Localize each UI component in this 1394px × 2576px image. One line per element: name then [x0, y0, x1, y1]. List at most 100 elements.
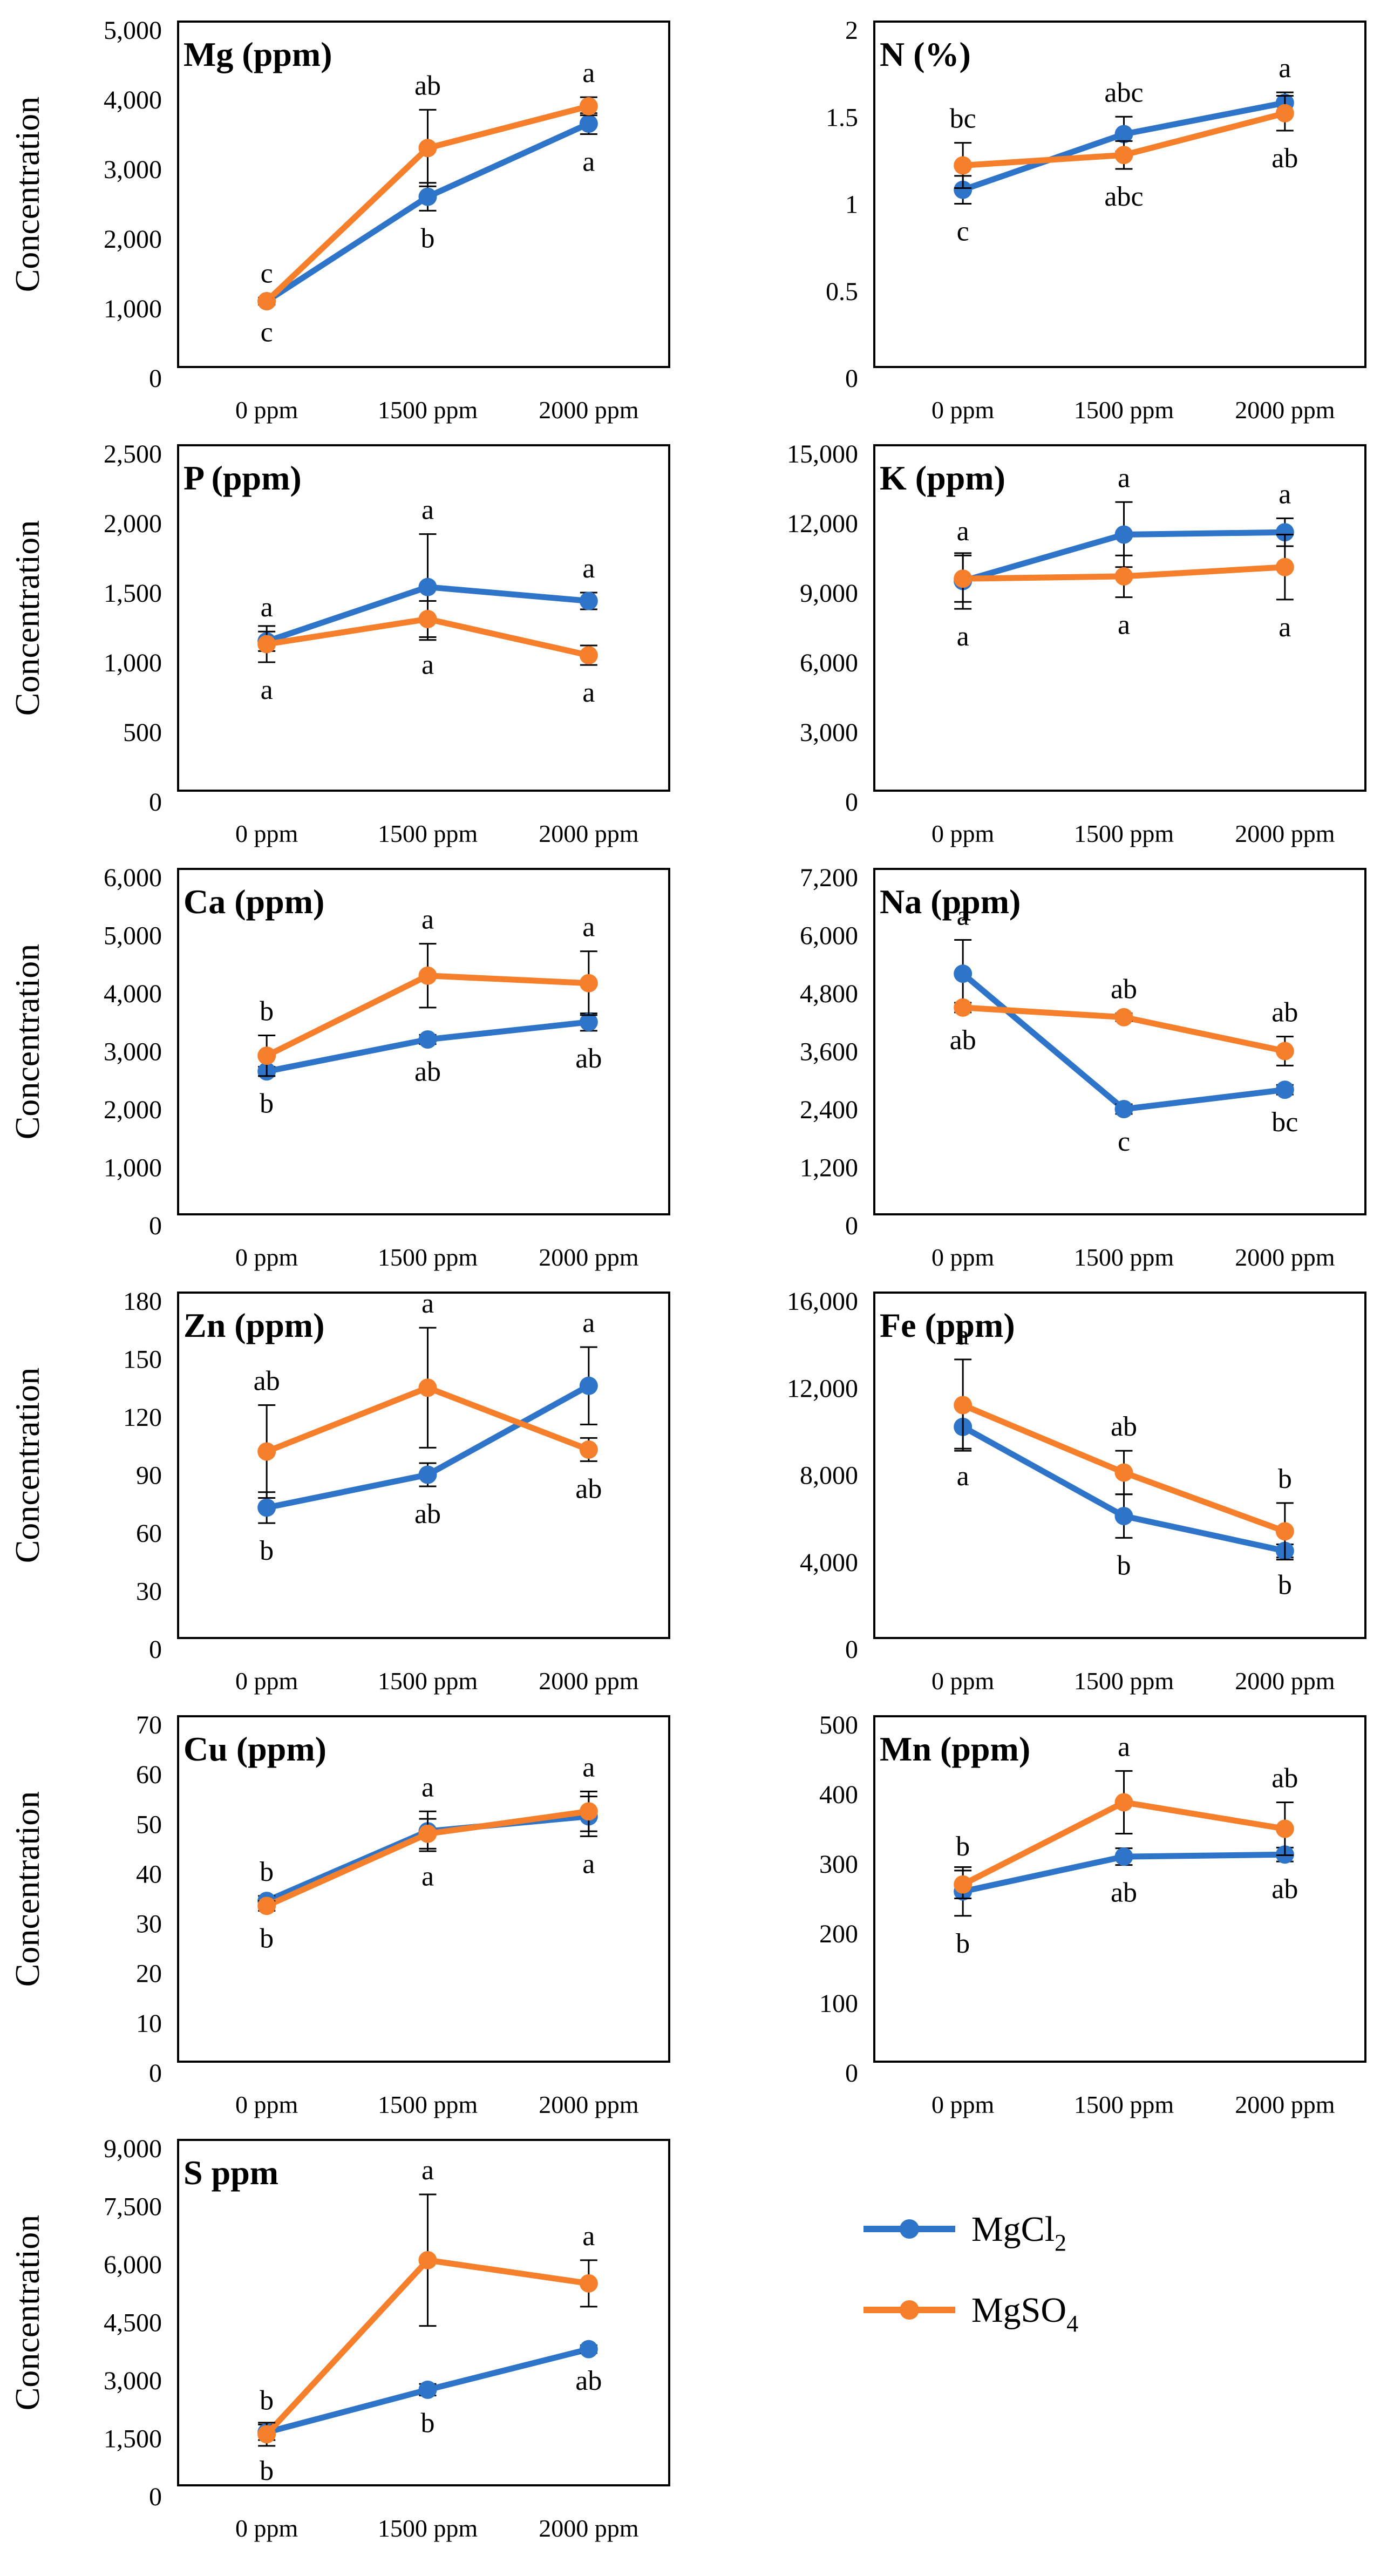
data-point	[579, 1376, 598, 1395]
x-tick-label: 1500 ppm	[1074, 1243, 1174, 1271]
x-tick-label: 0 ppm	[931, 1667, 995, 1695]
data-point	[418, 1378, 437, 1397]
significance-letter: c	[1118, 1126, 1130, 1157]
y-tick-label: 0	[845, 2059, 858, 2088]
significance-letter: a	[957, 1461, 969, 1492]
chart-frame	[177, 444, 670, 792]
significance-letter: a	[421, 1772, 434, 1803]
significance-letter: a	[1118, 1731, 1130, 1762]
y-tick-label: 0.5	[826, 277, 858, 306]
chart-frame	[177, 21, 670, 368]
x-tick-label: 1500 ppm	[1074, 1667, 1174, 1695]
data-point	[954, 1875, 973, 1894]
x-tick-label: 1500 ppm	[378, 820, 478, 847]
significance-letter: a	[957, 1320, 969, 1351]
y-tick-label: 0	[845, 1635, 858, 1664]
x-tick-label: 2000 ppm	[1235, 820, 1335, 847]
series-mgso4	[954, 534, 1294, 603]
significance-letter: b	[1278, 1570, 1292, 1601]
data-point	[1114, 1100, 1133, 1118]
series-mgcl2	[954, 939, 1294, 1118]
y-tick-label: 0	[149, 1635, 162, 1664]
x-tick-label: 1500 ppm	[378, 1667, 478, 1695]
x-tick-label: 2000 ppm	[1235, 2091, 1335, 2118]
x-tick-label: 0 ppm	[235, 2091, 298, 2118]
significance-letter: b	[260, 1923, 274, 1954]
series-mgso4	[954, 998, 1294, 1066]
chart-frame	[177, 2139, 670, 2486]
chart-frame	[873, 1715, 1366, 2063]
y-tick-label: 1,000	[104, 649, 162, 677]
chart-title: S ppm	[183, 2153, 278, 2192]
y-tick-label: 0	[149, 788, 162, 817]
significance-letter: ab	[1271, 997, 1298, 1028]
significance-letter: a	[582, 553, 595, 584]
significance-letter: a	[957, 900, 969, 931]
legend-item: MgCl2	[863, 2210, 1066, 2256]
x-tick-label: 1500 ppm	[378, 2514, 478, 2542]
significance-letter: ab	[1271, 1874, 1298, 1905]
data-point	[1275, 1080, 1294, 1099]
data-point	[579, 1012, 598, 1031]
x-tick-label: 0 ppm	[235, 2514, 298, 2542]
data-point	[418, 966, 437, 985]
y-tick-label: 120	[123, 1403, 162, 1432]
y-tick-label: 3,600	[800, 1038, 858, 1066]
x-tick-label: 1500 ppm	[1074, 396, 1174, 424]
y-tick-label: 500	[123, 718, 162, 747]
series-mgso4	[954, 95, 1294, 189]
y-tick-label: 1.5	[826, 103, 858, 132]
data-point	[1114, 525, 1133, 544]
chart-s-ppm: S ppm 0 1,500 3,000 4,500 6,000 7,500 9,000 0 pp…	[8, 2135, 670, 2542]
y-tick-label: 3,000	[800, 718, 858, 747]
x-tick-label: 0 ppm	[235, 1667, 298, 1695]
data-point	[257, 1046, 276, 1065]
significance-letter: ab	[575, 1473, 602, 1504]
x-tick-label: 0 ppm	[235, 1243, 298, 1271]
significance-letter: a	[421, 495, 434, 526]
chart-frame	[177, 1715, 670, 2063]
series-mgso4	[954, 1770, 1294, 1899]
significance-letter: ab	[414, 1499, 441, 1530]
y-tick-label: 2,000	[104, 225, 162, 254]
data-point	[1114, 146, 1133, 165]
y-tick-label: 7,500	[104, 2193, 162, 2221]
significance-letter: abc	[1104, 77, 1143, 108]
y-tick-label: 150	[123, 1345, 162, 1374]
data-point	[1114, 567, 1133, 586]
data-point	[579, 2274, 598, 2293]
y-tick-label: 6,000	[104, 2251, 162, 2279]
y-axis-label: Concentration	[8, 1368, 46, 1564]
x-tick-label: 1500 ppm	[378, 2091, 478, 2118]
data-point	[418, 139, 437, 158]
y-tick-label: 4,000	[800, 1548, 858, 1577]
data-point	[579, 2340, 598, 2358]
significance-letter: a	[1118, 610, 1130, 641]
y-axis-label: Concentration	[8, 2215, 46, 2411]
chart-zn-ppm: Zn (ppm) 0 30 60 90 120 150 180 0 ppm 1500 ppm 200…	[8, 1287, 670, 1695]
data-point	[579, 1440, 598, 1459]
data-point	[954, 180, 973, 199]
y-tick-label: 0	[149, 2483, 162, 2511]
y-tick-label: 2	[845, 16, 858, 45]
significance-letter: a	[582, 677, 595, 708]
x-tick-label: 2000 ppm	[1235, 1667, 1335, 1695]
x-tick-label: 1500 ppm	[1074, 2091, 1174, 2118]
data-point	[418, 1465, 437, 1484]
data-point	[579, 97, 598, 115]
data-point	[418, 2251, 437, 2269]
chart-fe-ppm: Fe (ppm) 0 4,000 8,000 12,000 16,000 0 ppm 1500…	[787, 1287, 1366, 1695]
data-point	[1114, 1008, 1133, 1027]
y-tick-label: 6,000	[800, 649, 858, 677]
data-point	[1114, 1793, 1133, 1812]
y-tick-label: 50	[136, 1810, 162, 1839]
chart-title: Zn (ppm)	[183, 1306, 324, 1344]
y-tick-label: 0	[845, 364, 858, 393]
data-point	[418, 1030, 437, 1049]
y-tick-label: 300	[819, 1850, 858, 1879]
y-tick-label: 5,000	[104, 16, 162, 45]
y-tick-label: 500	[819, 1711, 858, 1739]
chart-frame	[873, 444, 1366, 792]
x-tick-label: 1500 ppm	[378, 396, 478, 424]
